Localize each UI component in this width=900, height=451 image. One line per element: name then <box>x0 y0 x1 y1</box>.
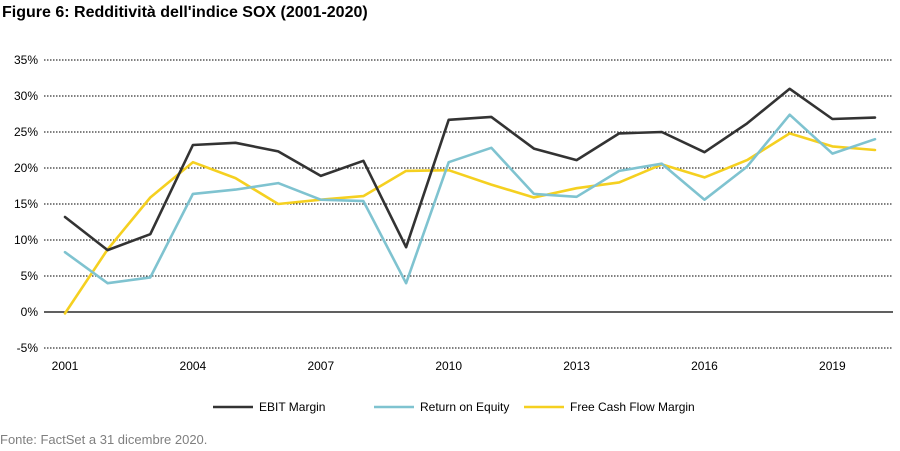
x-tick-label: 2013 <box>563 359 590 373</box>
y-axis-labels: -5% 0% 5% 10% 15% 20% 25% 30% 35% <box>14 53 38 355</box>
legend-item: EBIT Margin <box>213 400 325 414</box>
x-tick-label: 2019 <box>819 359 846 373</box>
source-note: Fonte: FactSet a 31 dicembre 2020. <box>0 432 208 447</box>
x-axis-labels: 2001 2004 2007 2010 2013 2016 2019 <box>52 359 846 373</box>
series-line-free-cash-flow-margin <box>63 132 877 315</box>
legend-item: Return on Equity <box>374 400 509 414</box>
x-tick-label: 2007 <box>307 359 334 373</box>
chart-title: Figure 6: Redditività dell'indice SOX (2… <box>2 4 368 21</box>
y-tick-label: 0% <box>21 305 39 319</box>
legend-label: Free Cash Flow Margin <box>570 400 695 414</box>
y-tick-label: 20% <box>14 161 38 175</box>
series-line-return-on-equity <box>63 113 877 285</box>
y-tick-label: 30% <box>14 89 38 103</box>
legend-item: Free Cash Flow Margin <box>524 400 695 414</box>
line-chart: -5%0%5%10%15%20%25%30%35% 2001 2004 2007 20… <box>14 53 893 414</box>
legend-label: Return on Equity <box>420 400 509 414</box>
y-tick-label: 25% <box>14 125 38 139</box>
grid-lines <box>44 59 893 349</box>
series-lines <box>63 87 877 315</box>
y-tick-label: 10% <box>14 233 38 247</box>
x-tick-label: 2016 <box>691 359 718 373</box>
y-tick-label: 35% <box>14 53 38 67</box>
x-tick-label: 2010 <box>435 359 462 373</box>
x-tick-label: 2001 <box>52 359 79 373</box>
x-tick-label: 2004 <box>180 359 207 373</box>
series-line-ebit-margin <box>63 87 877 252</box>
y-tick-label: 5% <box>21 269 39 283</box>
legend-label: EBIT Margin <box>259 400 325 414</box>
y-tick-label: -5% <box>17 341 39 355</box>
legend: EBIT Margin Return on Equity Free Cash Flo… <box>213 400 695 414</box>
y-tick-label: 15% <box>14 197 38 211</box>
